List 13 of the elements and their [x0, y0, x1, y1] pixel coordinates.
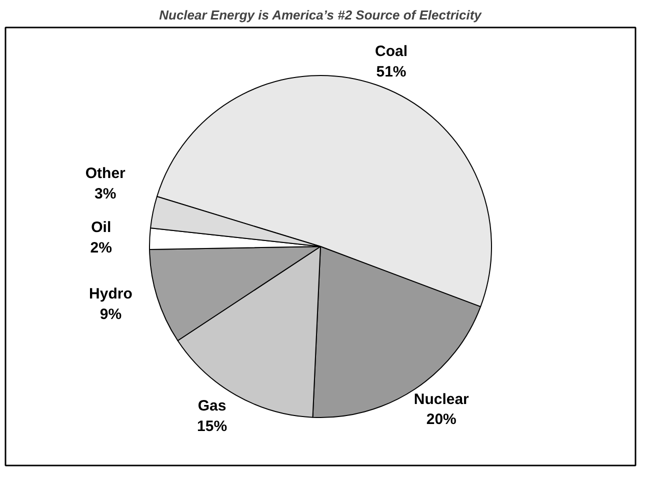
data-label: 51%	[376, 63, 406, 80]
slice-label: Hydro	[89, 286, 132, 303]
data-label: 2%	[90, 239, 112, 256]
slice-label: Oil	[91, 218, 112, 236]
chart-title: Nuclear Energy is America’s #2 Source of Electricity	[159, 8, 482, 22]
slice-label: Nuclear	[414, 390, 470, 408]
data-label: 3%	[94, 185, 116, 202]
slice-label: Coal	[375, 42, 408, 60]
data-label: 9%	[100, 306, 122, 323]
data-label: 20%	[426, 411, 456, 428]
slice-label: Other	[85, 165, 126, 182]
data-label: 15%	[197, 418, 228, 435]
slice-label: Gas	[198, 398, 226, 415]
